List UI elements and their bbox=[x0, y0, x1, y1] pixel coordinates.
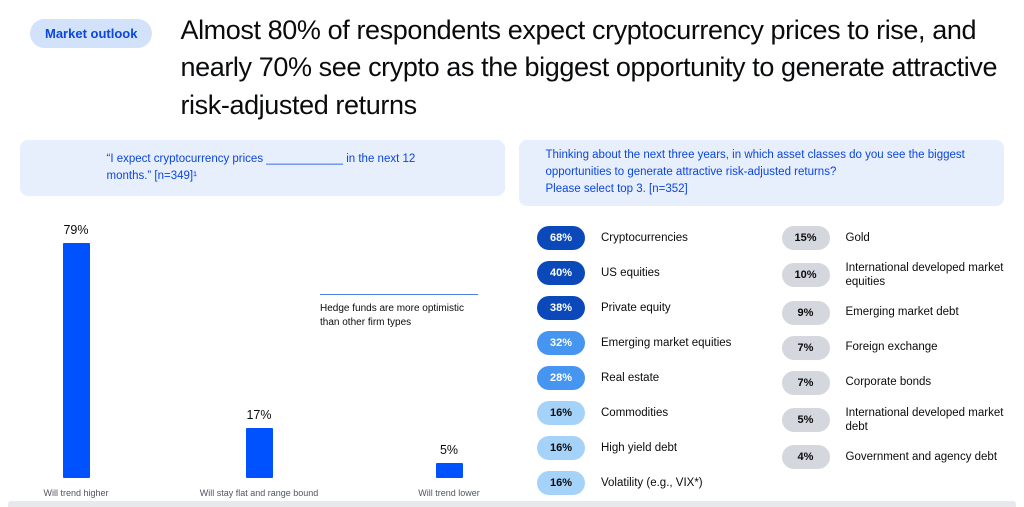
percent-pill: 38% bbox=[537, 295, 585, 320]
left-question-text: “I expect cryptocurrency prices ________… bbox=[106, 152, 416, 182]
price-expectation-panel: “I expect cryptocurrency prices ________… bbox=[20, 139, 505, 498]
asset-label: Real estate bbox=[601, 371, 660, 384]
percent-pill: 16% bbox=[537, 470, 585, 495]
bar bbox=[245, 427, 273, 478]
asset-column-1: 68% Cryptocurrencies 40% US equities 38%… bbox=[537, 225, 760, 495]
right-question-banner: Thinking about the next three years, in … bbox=[519, 139, 1004, 206]
right-question-text: Thinking about the next three years, in … bbox=[546, 147, 978, 199]
asset-label: High yield debt bbox=[601, 441, 678, 454]
asset-item-intl-developed-market-debt: 5% International developed market debt bbox=[781, 406, 1005, 435]
asset-item-emerging-market-debt: 9% Emerging market debt bbox=[781, 300, 1005, 325]
bottom-edge-strip bbox=[8, 501, 1016, 507]
asset-item-private-equity: 38% Private equity bbox=[537, 295, 760, 320]
asset-item-intl-developed-market-equities: 10% International developed market equit… bbox=[781, 261, 1005, 290]
asset-label: Gold bbox=[845, 231, 870, 244]
asset-label: Volatility (e.g., VIX*) bbox=[601, 476, 703, 489]
page-title: Almost 80% of respondents expect cryptoc… bbox=[180, 15, 998, 120]
asset-item-volatility: 16% Volatility (e.g., VIX*) bbox=[537, 470, 760, 495]
chart-annotation-text: Hedge funds are more optimistic than oth… bbox=[320, 302, 464, 329]
asset-item-real-estate: 28% Real estate bbox=[537, 365, 760, 390]
asset-label: International developed market equities bbox=[845, 261, 1004, 289]
asset-item-gold: 15% Gold bbox=[781, 225, 1005, 250]
asset-item-high-yield-debt: 16% High yield debt bbox=[537, 435, 760, 460]
percent-pill: 15% bbox=[781, 225, 830, 250]
asset-label: Emerging market equities bbox=[601, 336, 732, 349]
asset-item-cryptocurrencies: 68% Cryptocurrencies bbox=[537, 225, 760, 250]
right-question-line2: Please select top 3. [n=352] bbox=[545, 183, 688, 196]
percent-pill: 10% bbox=[781, 263, 830, 288]
bar-category-label: Will trend lower bbox=[418, 487, 480, 498]
asset-column-2: 15% Gold 10% International developed mar… bbox=[781, 225, 1005, 495]
content: “I expect cryptocurrency prices ________… bbox=[0, 139, 1024, 498]
asset-label: Government and agency debt bbox=[845, 451, 998, 464]
percent-pill: 16% bbox=[537, 400, 585, 425]
percent-pill: 32% bbox=[537, 330, 585, 355]
header: Market outlook Almost 80% of respondents… bbox=[0, 0, 1024, 124]
percent-pill: 68% bbox=[537, 225, 585, 250]
asset-item-commodities: 16% Commodities bbox=[537, 400, 760, 425]
asset-item-government-agency-debt: 4% Government and agency debt bbox=[781, 445, 1005, 470]
section-badge: Market outlook bbox=[30, 19, 153, 48]
asset-label: Corporate bonds bbox=[845, 376, 932, 389]
bar-group-trend-lower: 5% Will trend lower bbox=[374, 443, 524, 498]
bar-value-label: 79% bbox=[63, 222, 89, 237]
asset-label: US equities bbox=[601, 266, 660, 279]
asset-label: Foreign exchange bbox=[845, 341, 938, 354]
asset-label: Commodities bbox=[601, 406, 669, 419]
percent-pill: 28% bbox=[537, 365, 585, 390]
bar-value-label: 17% bbox=[246, 407, 272, 422]
asset-class-list: 68% Cryptocurrencies 40% US equities 38%… bbox=[519, 225, 1005, 495]
percent-pill: 40% bbox=[537, 260, 585, 285]
asset-label: Private equity bbox=[601, 301, 671, 314]
left-question-banner: “I expect cryptocurrency prices ________… bbox=[20, 139, 505, 196]
percent-pill: 7% bbox=[781, 335, 830, 360]
percent-pill: 5% bbox=[781, 407, 830, 432]
asset-label: International developed market debt bbox=[845, 406, 1004, 433]
asset-item-emerging-market-equities: 32% Emerging market equities bbox=[537, 330, 760, 355]
asset-label: Cryptocurrencies bbox=[601, 231, 688, 244]
asset-label: Emerging market debt bbox=[845, 306, 959, 319]
chart-annotation: Hedge funds are more optimistic than oth… bbox=[320, 293, 478, 331]
bar bbox=[435, 462, 463, 478]
asset-item-us-equities: 40% US equities bbox=[537, 260, 760, 285]
asset-item-foreign-exchange: 7% Foreign exchange bbox=[781, 335, 1005, 360]
bar-category-label: Will stay flat and range bound bbox=[199, 487, 319, 498]
price-expectation-bar-chart: 79% Will trend higher 17% Will stay flat… bbox=[20, 210, 505, 498]
percent-pill: 7% bbox=[781, 370, 830, 395]
percent-pill: 4% bbox=[781, 445, 830, 470]
right-question-line1: Thinking about the next three years, in … bbox=[545, 148, 965, 179]
bar-category-label: Will trend higher bbox=[43, 487, 109, 498]
bar-value-label: 5% bbox=[439, 442, 459, 457]
bar-group-stay-flat: 17% Will stay flat and range bound bbox=[184, 408, 334, 498]
asset-item-corporate-bonds: 7% Corporate bonds bbox=[781, 370, 1005, 395]
asset-class-panel: Thinking about the next three years, in … bbox=[519, 139, 1005, 498]
percent-pill: 9% bbox=[781, 300, 830, 325]
bar bbox=[62, 242, 90, 478]
percent-pill: 16% bbox=[537, 435, 585, 460]
bar-group-trend-higher: 79% Will trend higher bbox=[1, 223, 151, 498]
